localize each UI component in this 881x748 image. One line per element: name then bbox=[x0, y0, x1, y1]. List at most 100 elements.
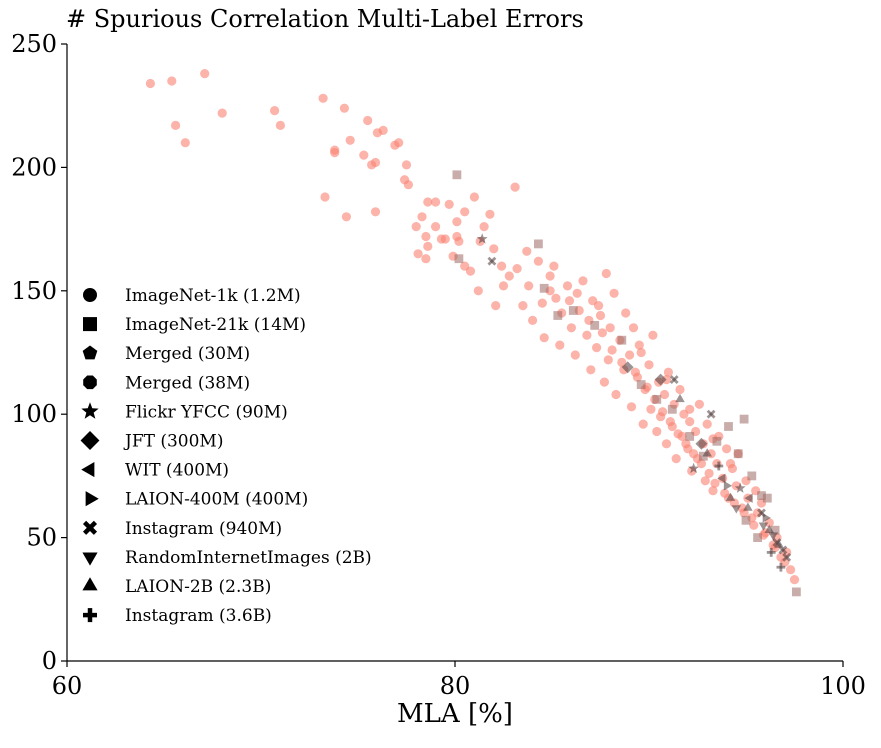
data-point bbox=[431, 197, 441, 207]
data-point bbox=[704, 468, 714, 478]
data-point bbox=[734, 482, 746, 493]
data-point bbox=[743, 502, 753, 511]
data-point bbox=[562, 281, 573, 291]
data-point bbox=[167, 76, 177, 86]
data-point bbox=[578, 276, 588, 286]
data-point bbox=[599, 377, 609, 387]
legend-item: Merged (38M) bbox=[83, 373, 250, 393]
legend-label: ImageNet-1k (1.2M) bbox=[125, 286, 301, 306]
data-point bbox=[758, 522, 769, 531]
data-point bbox=[534, 239, 543, 249]
data-point bbox=[537, 298, 547, 308]
data-point bbox=[702, 448, 712, 457]
data-point bbox=[741, 515, 751, 525]
data-point bbox=[636, 380, 646, 389]
data-point bbox=[648, 330, 658, 340]
data-point bbox=[522, 246, 532, 256]
data-point bbox=[485, 209, 495, 219]
data-point bbox=[786, 565, 796, 575]
data-point bbox=[504, 271, 514, 281]
data-point bbox=[685, 404, 695, 414]
data-point bbox=[545, 271, 555, 281]
data-point bbox=[320, 192, 330, 202]
data-point bbox=[476, 233, 488, 244]
data-point bbox=[171, 120, 181, 130]
legend-item: Instagram (3.6B) bbox=[83, 606, 272, 626]
legend-marker bbox=[83, 288, 97, 302]
legend-item: ImageNet-21k (14M) bbox=[83, 315, 306, 335]
legend-marker bbox=[82, 552, 98, 566]
data-point bbox=[654, 373, 667, 386]
data-point bbox=[725, 492, 736, 501]
data-point bbox=[403, 180, 413, 190]
data-point bbox=[700, 476, 710, 486]
legend-marker bbox=[82, 345, 98, 360]
data-point bbox=[421, 231, 431, 242]
data-point bbox=[685, 417, 695, 427]
legend-marker bbox=[83, 608, 97, 623]
legend-label: WIT (400M) bbox=[125, 461, 229, 481]
y-tick-label: 200 bbox=[11, 153, 57, 181]
data-point bbox=[497, 261, 507, 271]
data-point bbox=[675, 393, 685, 403]
data-point bbox=[665, 417, 675, 427]
data-point bbox=[605, 323, 615, 333]
data-point bbox=[431, 222, 441, 232]
data-point bbox=[621, 361, 634, 374]
x-axis-label: MLA [%] bbox=[397, 699, 513, 729]
legend-label: Merged (30M) bbox=[125, 344, 250, 364]
data-point bbox=[764, 524, 775, 533]
data-point bbox=[539, 333, 549, 343]
data-point bbox=[724, 422, 733, 431]
legend-label: JFT (300M) bbox=[123, 432, 223, 452]
legend-label: LAION-2B (2.3B) bbox=[125, 577, 271, 597]
data-point bbox=[318, 93, 328, 103]
data-point bbox=[776, 562, 786, 572]
data-point bbox=[378, 125, 388, 135]
data-point bbox=[401, 160, 412, 170]
legend-item: RandomInternetImages (2B) bbox=[82, 548, 372, 568]
legend-item: ImageNet-1k (1.2M) bbox=[83, 286, 301, 306]
data-point bbox=[330, 145, 340, 155]
legend-item: LAION-400M (400M) bbox=[85, 490, 308, 510]
data-point bbox=[764, 518, 774, 528]
data-point bbox=[685, 432, 695, 441]
data-point bbox=[553, 311, 563, 320]
data-point bbox=[617, 335, 627, 345]
data-point bbox=[601, 268, 611, 279]
data-point bbox=[586, 365, 596, 375]
data-point bbox=[625, 350, 635, 360]
legend-item: Instagram (940M) bbox=[82, 519, 282, 539]
data-point bbox=[757, 491, 766, 500]
data-point bbox=[702, 419, 712, 429]
data-point bbox=[708, 486, 718, 496]
data-point bbox=[710, 478, 720, 488]
data-point bbox=[714, 461, 724, 471]
data-point bbox=[200, 69, 210, 79]
legend-item: LAION-2B (2.3B) bbox=[82, 577, 271, 597]
data-point bbox=[487, 256, 497, 266]
data-point bbox=[363, 115, 373, 126]
data-point bbox=[275, 120, 285, 130]
data-point bbox=[359, 150, 369, 160]
legend-label: RandomInternetImages (2B) bbox=[125, 548, 372, 568]
data-point bbox=[582, 330, 592, 340]
data-point bbox=[465, 266, 476, 276]
data-point bbox=[421, 254, 431, 264]
ticks: 60 80 100 0 50 100 150 200 250 bbox=[11, 30, 866, 700]
data-point bbox=[518, 301, 528, 311]
data-point bbox=[568, 306, 578, 315]
data-point bbox=[774, 539, 784, 548]
data-point bbox=[417, 212, 427, 222]
legend-marker bbox=[83, 317, 97, 332]
data-point bbox=[452, 217, 462, 227]
legend-marker bbox=[85, 491, 99, 507]
data-point bbox=[524, 281, 534, 291]
data-point bbox=[454, 236, 464, 246]
data-point bbox=[512, 264, 522, 274]
data-point bbox=[630, 367, 640, 377]
data-point bbox=[603, 355, 613, 365]
y-tick-label: 150 bbox=[11, 277, 57, 305]
x-tick-label: 60 bbox=[52, 672, 83, 700]
